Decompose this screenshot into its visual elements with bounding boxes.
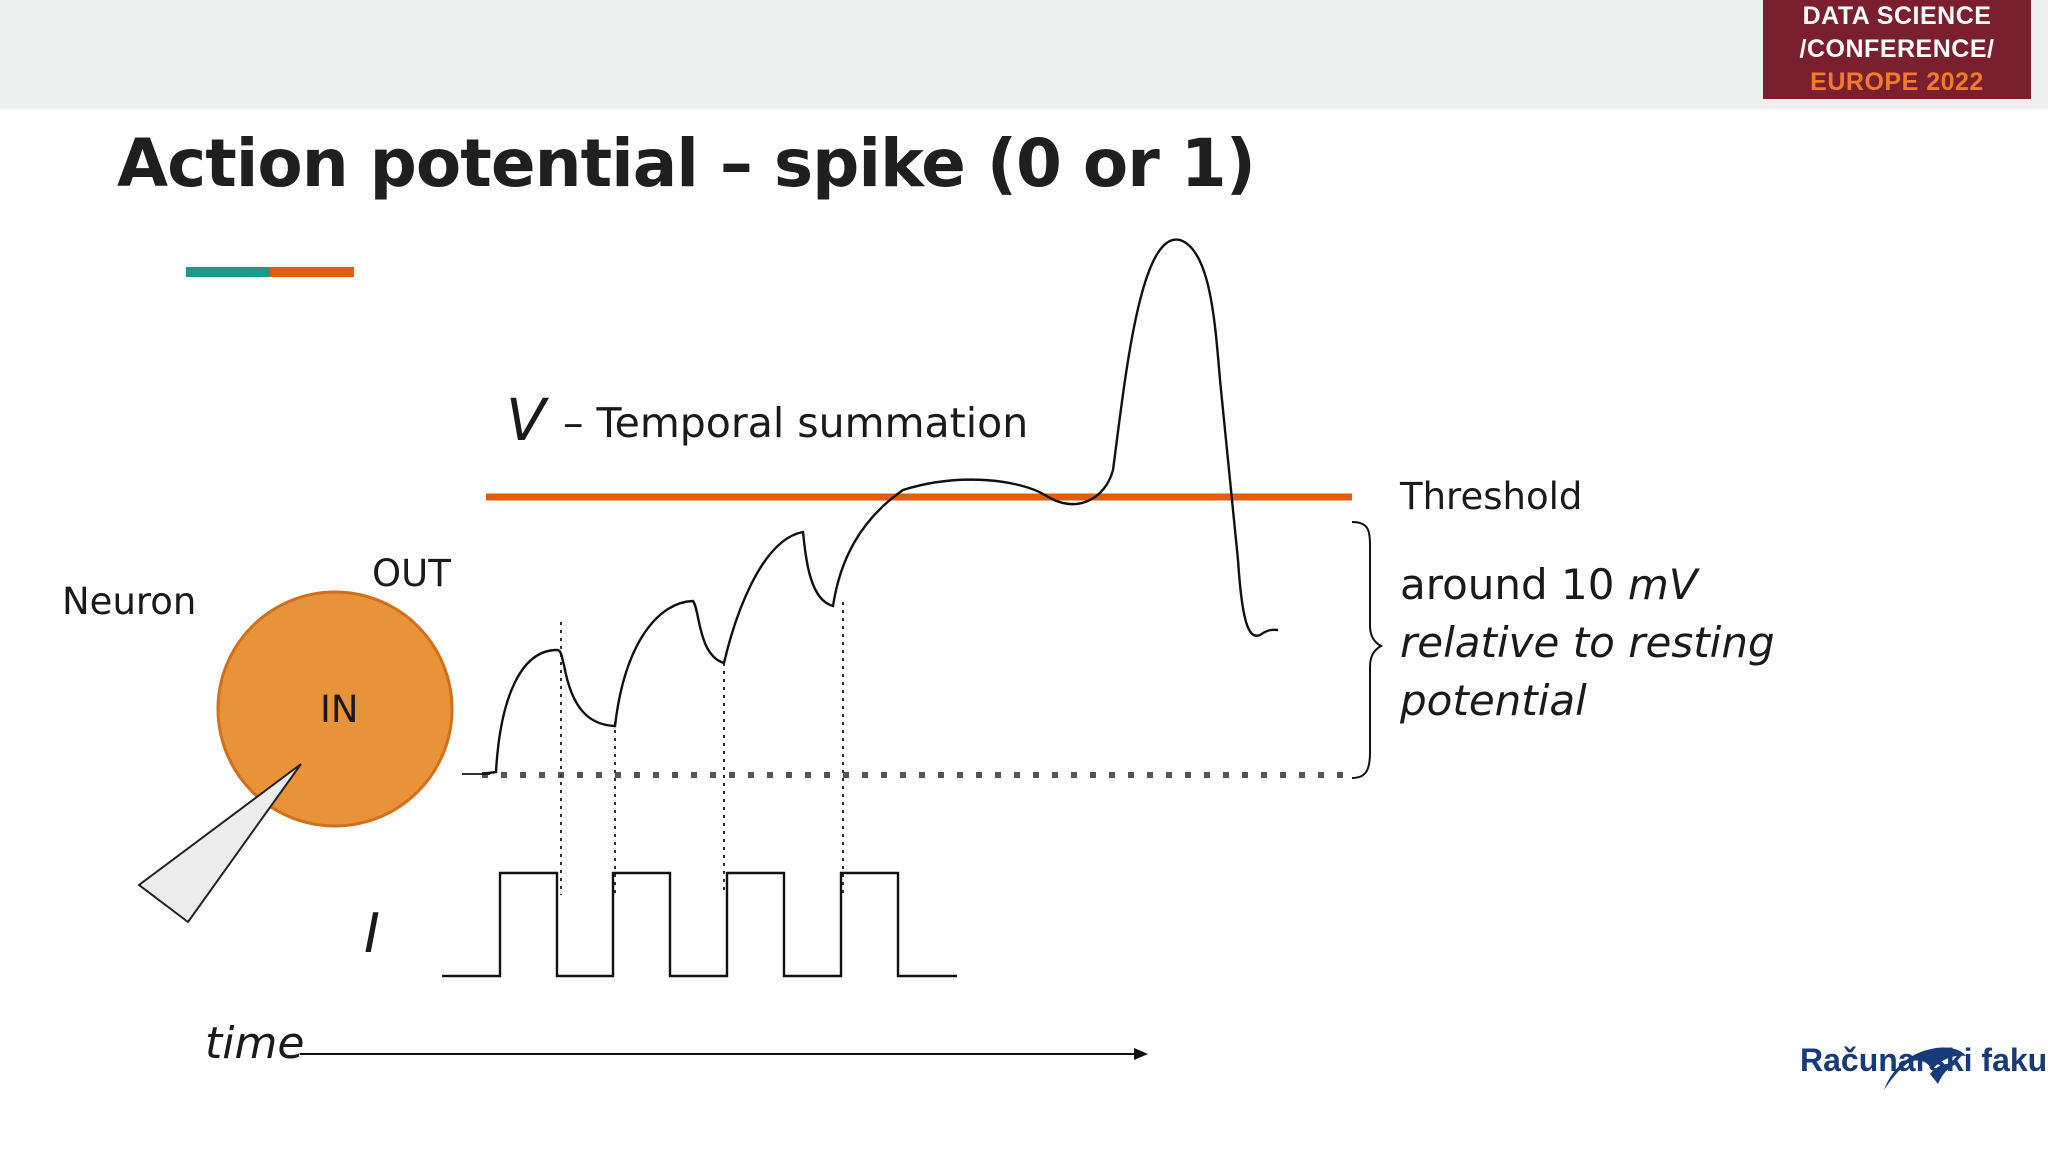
badge-line-3: EUROPE 2022 bbox=[1810, 68, 1984, 96]
threshold-label: Threshold bbox=[1399, 475, 1582, 518]
membrane-potential-trace bbox=[481, 238, 1279, 776]
neuron-body bbox=[216, 590, 454, 828]
conference-badge: DATA SCIENCE /CONFERENCE/ EUROPE 2022 bbox=[1763, 0, 2031, 99]
badge-line-2: /CONFERENCE/ bbox=[1799, 35, 1995, 63]
input-current-pulses bbox=[442, 871, 957, 978]
note-line-3: potential bbox=[1400, 672, 1775, 730]
slide-title: Action potential – spike (0 or 1) bbox=[117, 125, 1256, 202]
title-accent-teal bbox=[186, 267, 270, 277]
note-line-1-prefix: around 10 bbox=[1400, 560, 1628, 609]
top-banner bbox=[0, 0, 2048, 109]
time-label: time bbox=[205, 1018, 304, 1069]
faculty-logo-icon bbox=[1884, 1047, 1966, 1090]
title-accent-orange bbox=[270, 267, 354, 277]
voltage-symbol: V bbox=[506, 386, 550, 454]
current-symbol: I bbox=[364, 902, 380, 965]
note-line-2: relative to resting bbox=[1400, 614, 1775, 672]
badge-line-1: DATA SCIENCE bbox=[1802, 2, 1992, 30]
note-line-1: around 10 mV bbox=[1400, 556, 1775, 614]
time-axis-arrow-icon bbox=[1134, 1048, 1148, 1060]
in-label: IN bbox=[320, 688, 359, 731]
note-line-1-unit: mV bbox=[1627, 560, 1698, 609]
out-label: OUT bbox=[372, 552, 451, 595]
threshold-bracket bbox=[1351, 521, 1384, 779]
threshold-note: around 10 mV relative to resting potenti… bbox=[1400, 556, 1775, 730]
neuron-label: Neuron bbox=[62, 580, 196, 623]
faculty-logo-text: Računarski fakultet bbox=[1800, 1042, 2048, 1078]
temporal-summation-label: – Temporal summation bbox=[563, 399, 1028, 447]
electrode-pipette-icon bbox=[137, 763, 302, 924]
note-line-2-text: relative to resting bbox=[1400, 618, 1775, 667]
note-line-3-text: potential bbox=[1400, 676, 1587, 725]
